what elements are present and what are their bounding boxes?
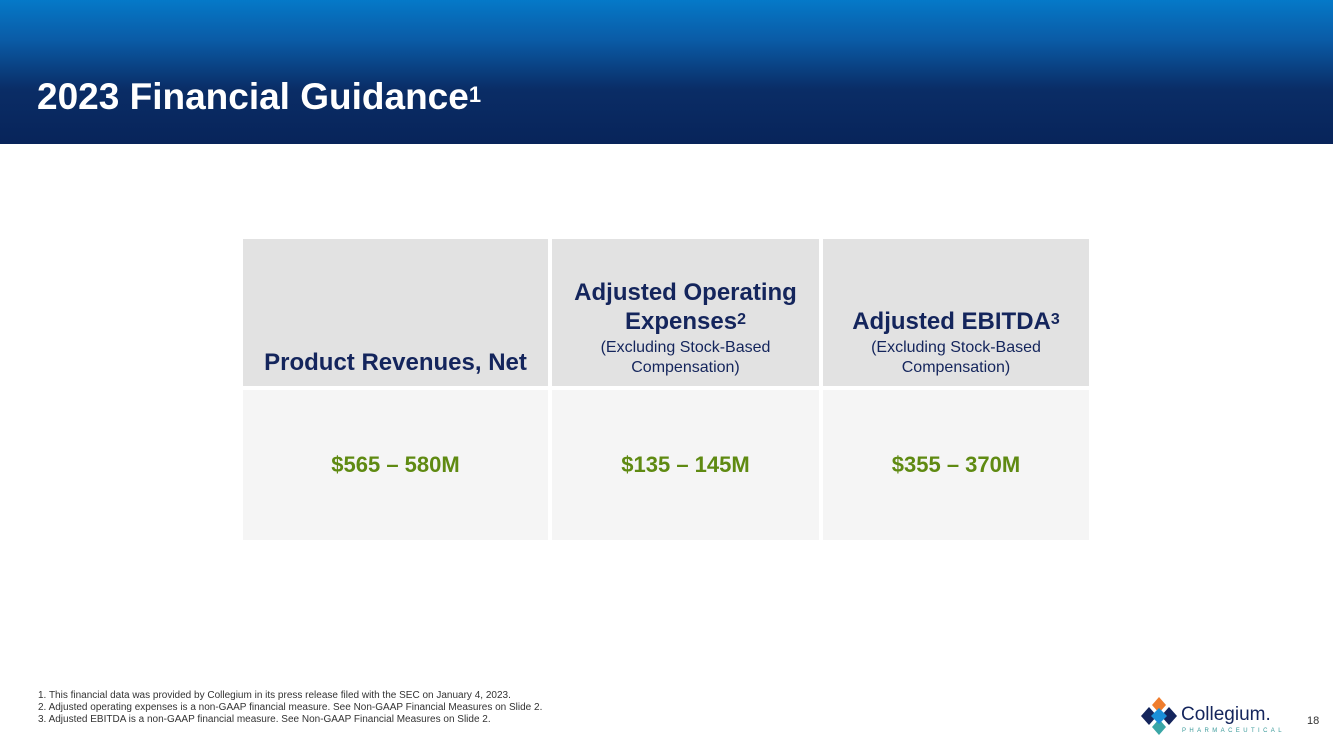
value-adjusted-ebitda: $355 – 370M bbox=[891, 452, 1021, 477]
value-cell-product-revenues: $565 – 580M bbox=[243, 390, 548, 540]
logo-tagline: PHARMACEUTICAL bbox=[1182, 728, 1285, 734]
header-banner: 2023 Financial Guidance1 bbox=[0, 0, 1333, 144]
collegium-logo-icon bbox=[1141, 697, 1177, 735]
value-cell-adjusted-ebitda: $355 – 370M bbox=[823, 390, 1089, 540]
footnote-3: 3. Adjusted EBITDA is a non-GAAP financi… bbox=[38, 714, 491, 725]
guidance-table: Product Revenues, Net Adjusted Operating… bbox=[243, 239, 1089, 540]
title-footnote-ref: 1 bbox=[468, 82, 482, 107]
value-product-revenues: $565 – 580M bbox=[331, 452, 460, 477]
footnote-1: 1. This financial data was provided by C… bbox=[38, 690, 511, 701]
value-adjusted-opex: $135 – 145M bbox=[621, 452, 750, 477]
header-sublabel: (Excluding Stock-Based Compensation) bbox=[600, 339, 771, 376]
header-label: Adjusted Operating Expenses2 bbox=[574, 279, 797, 335]
header-label: Product Revenues, Net bbox=[264, 349, 527, 376]
header-adjusted-opex: Adjusted Operating Expenses2 (Excluding … bbox=[552, 239, 819, 386]
footnote-ref: 3 bbox=[1050, 311, 1060, 328]
footnote-ref: 2 bbox=[737, 311, 746, 328]
footnotes: 1. This financial data was provided by C… bbox=[38, 690, 542, 726]
slide-title: 2023 Financial Guidance1 bbox=[37, 76, 482, 117]
page-number: 18 bbox=[1307, 715, 1320, 727]
header-sublabel: (Excluding Stock-Based Compensation) bbox=[871, 339, 1041, 376]
footnote-2: 2. Adjusted operating expenses is a non-… bbox=[38, 702, 543, 713]
logo-wordmark: Collegium. bbox=[1181, 704, 1271, 725]
value-cell-adjusted-opex: $135 – 145M bbox=[552, 390, 819, 540]
collegium-logo: Collegium. PHARMACEUTICAL bbox=[1139, 696, 1282, 738]
header-product-revenues: Product Revenues, Net bbox=[243, 239, 548, 386]
header-label: Adjusted EBITDA3 bbox=[852, 308, 1060, 335]
header-adjusted-ebitda: Adjusted EBITDA3 (Excluding Stock-Based … bbox=[823, 239, 1089, 386]
